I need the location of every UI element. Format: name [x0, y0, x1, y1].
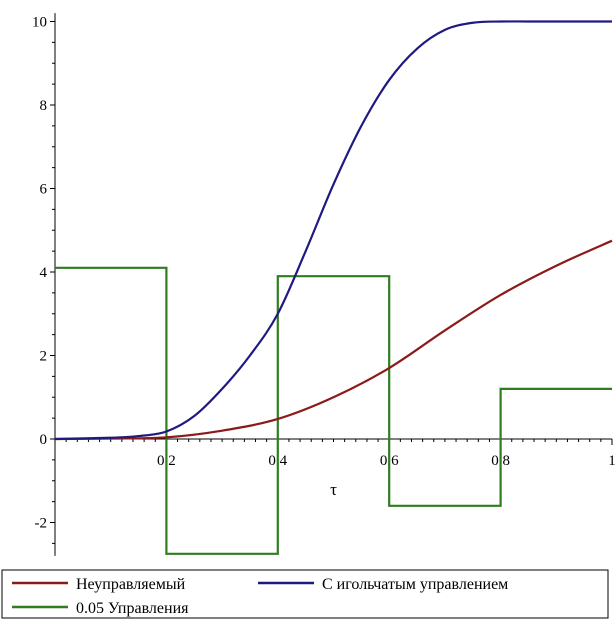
- legend-label-3: 0.05 Управления: [76, 600, 189, 617]
- legend: Неуправляемый С игольчатым управлением 0…: [1, 569, 609, 619]
- y-tick-label: 2: [40, 349, 48, 365]
- series-layer: [54, 20, 613, 555]
- y-tick-label: -2: [35, 516, 48, 532]
- legend-label-2: С игольчатым управлением: [322, 576, 508, 593]
- x-axis-label: τ: [330, 480, 337, 499]
- legend-label-1: Неуправляемый: [76, 576, 186, 593]
- y-tick-label: 8: [40, 98, 48, 114]
- series-line-3: [55, 266, 612, 555]
- y-tick-label: 0: [40, 432, 48, 448]
- legend-frame: [1, 569, 609, 619]
- series-line-2: [54, 20, 612, 441]
- y-tick-label: 6: [40, 182, 48, 198]
- y-tick-label: 10: [32, 15, 47, 31]
- y-tick-label: 4: [40, 265, 48, 281]
- x-tick-label: 1: [608, 453, 616, 469]
- series-line-1: [54, 239, 613, 441]
